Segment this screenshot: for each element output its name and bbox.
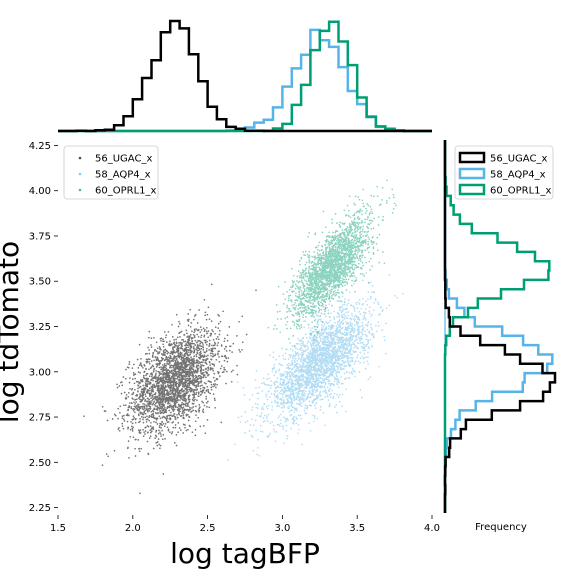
hist-legend-label: 58_AQP4_x bbox=[490, 170, 546, 181]
hist-legend-marker bbox=[458, 167, 486, 180]
hist-legend-marker bbox=[458, 151, 486, 164]
scatter-legend-marker bbox=[78, 188, 82, 192]
x-axis: 1.5 2.0 2.5 3.0 3.5 4.0 bbox=[50, 515, 440, 534]
hist-legend-label: 56_UGAC_x bbox=[490, 154, 547, 165]
y-tick-label: 2.25 bbox=[29, 503, 51, 514]
x-axis-label: log tagBFP bbox=[170, 537, 320, 570]
y-axis-label: log tdTomato bbox=[0, 241, 25, 423]
scatter-legend-frame bbox=[63, 145, 159, 200]
scatter-legend-label: 60_OPRL1_x bbox=[95, 186, 157, 197]
scatter-point-group bbox=[83, 283, 257, 495]
y-tick-label: 3.75 bbox=[29, 231, 51, 242]
series-points-60_OPRL1_x bbox=[267, 179, 397, 347]
scatter-legend-label: 56_UGAC_x bbox=[95, 154, 152, 165]
scatter-point-group bbox=[227, 272, 404, 461]
x-tick-label: 2.5 bbox=[200, 523, 216, 534]
top-hist-60_OPRL1_x bbox=[58, 20, 432, 133]
scatter-legend-marker bbox=[78, 156, 82, 160]
x-tick-label: 3.0 bbox=[274, 523, 290, 534]
y-tick-label: 3.50 bbox=[29, 277, 51, 288]
y-tick-label: 3.00 bbox=[29, 367, 51, 378]
scatter-legend-marker bbox=[78, 172, 82, 176]
y-axis: 2.25 2.50 2.75 3.00 3.25 3.50 3.75 4.00 4.25 bbox=[29, 141, 58, 514]
y-tick-label: 3.25 bbox=[29, 322, 51, 333]
y-tick-label: 2.50 bbox=[29, 458, 51, 469]
y-tick-label: 4.00 bbox=[29, 186, 51, 197]
right-marginal-histogram bbox=[443, 140, 557, 513]
scatter-legend[interactable]: 56_UGAC_x 58_AQP4_x 60_OPRL1_x bbox=[63, 145, 159, 200]
scatter-legend-label: 58_AQP4_x bbox=[95, 170, 151, 181]
x-tick-label: 4.0 bbox=[424, 523, 440, 534]
y-tick-label: 2.75 bbox=[29, 413, 51, 424]
right-hist-60_OPRL1_x bbox=[443, 140, 551, 513]
x-tick-label: 1.5 bbox=[50, 523, 66, 534]
scatter-point-group bbox=[267, 179, 397, 347]
top-hist-56_UGAC_x bbox=[58, 19, 432, 133]
top-marginal-histogram bbox=[58, 19, 432, 133]
hist-legend-label: 60_OPRL1_x bbox=[490, 186, 552, 197]
right-hist-56_UGAC_x bbox=[443, 140, 557, 513]
scatter-points bbox=[83, 179, 404, 495]
histogram-legend[interactable]: 56_UGAC_x 58_AQP4_x 60_OPRL1_x bbox=[454, 145, 554, 200]
x-tick-label: 2.0 bbox=[125, 523, 141, 534]
hist-legend-marker bbox=[458, 183, 486, 196]
marginal-frequency-label: Frequency bbox=[475, 522, 527, 533]
series-points-58_AQP4_x bbox=[227, 272, 404, 461]
series-points-56_UGAC_x bbox=[83, 283, 257, 495]
y-tick-label: 4.25 bbox=[29, 141, 51, 152]
x-tick-label: 3.5 bbox=[349, 523, 365, 534]
